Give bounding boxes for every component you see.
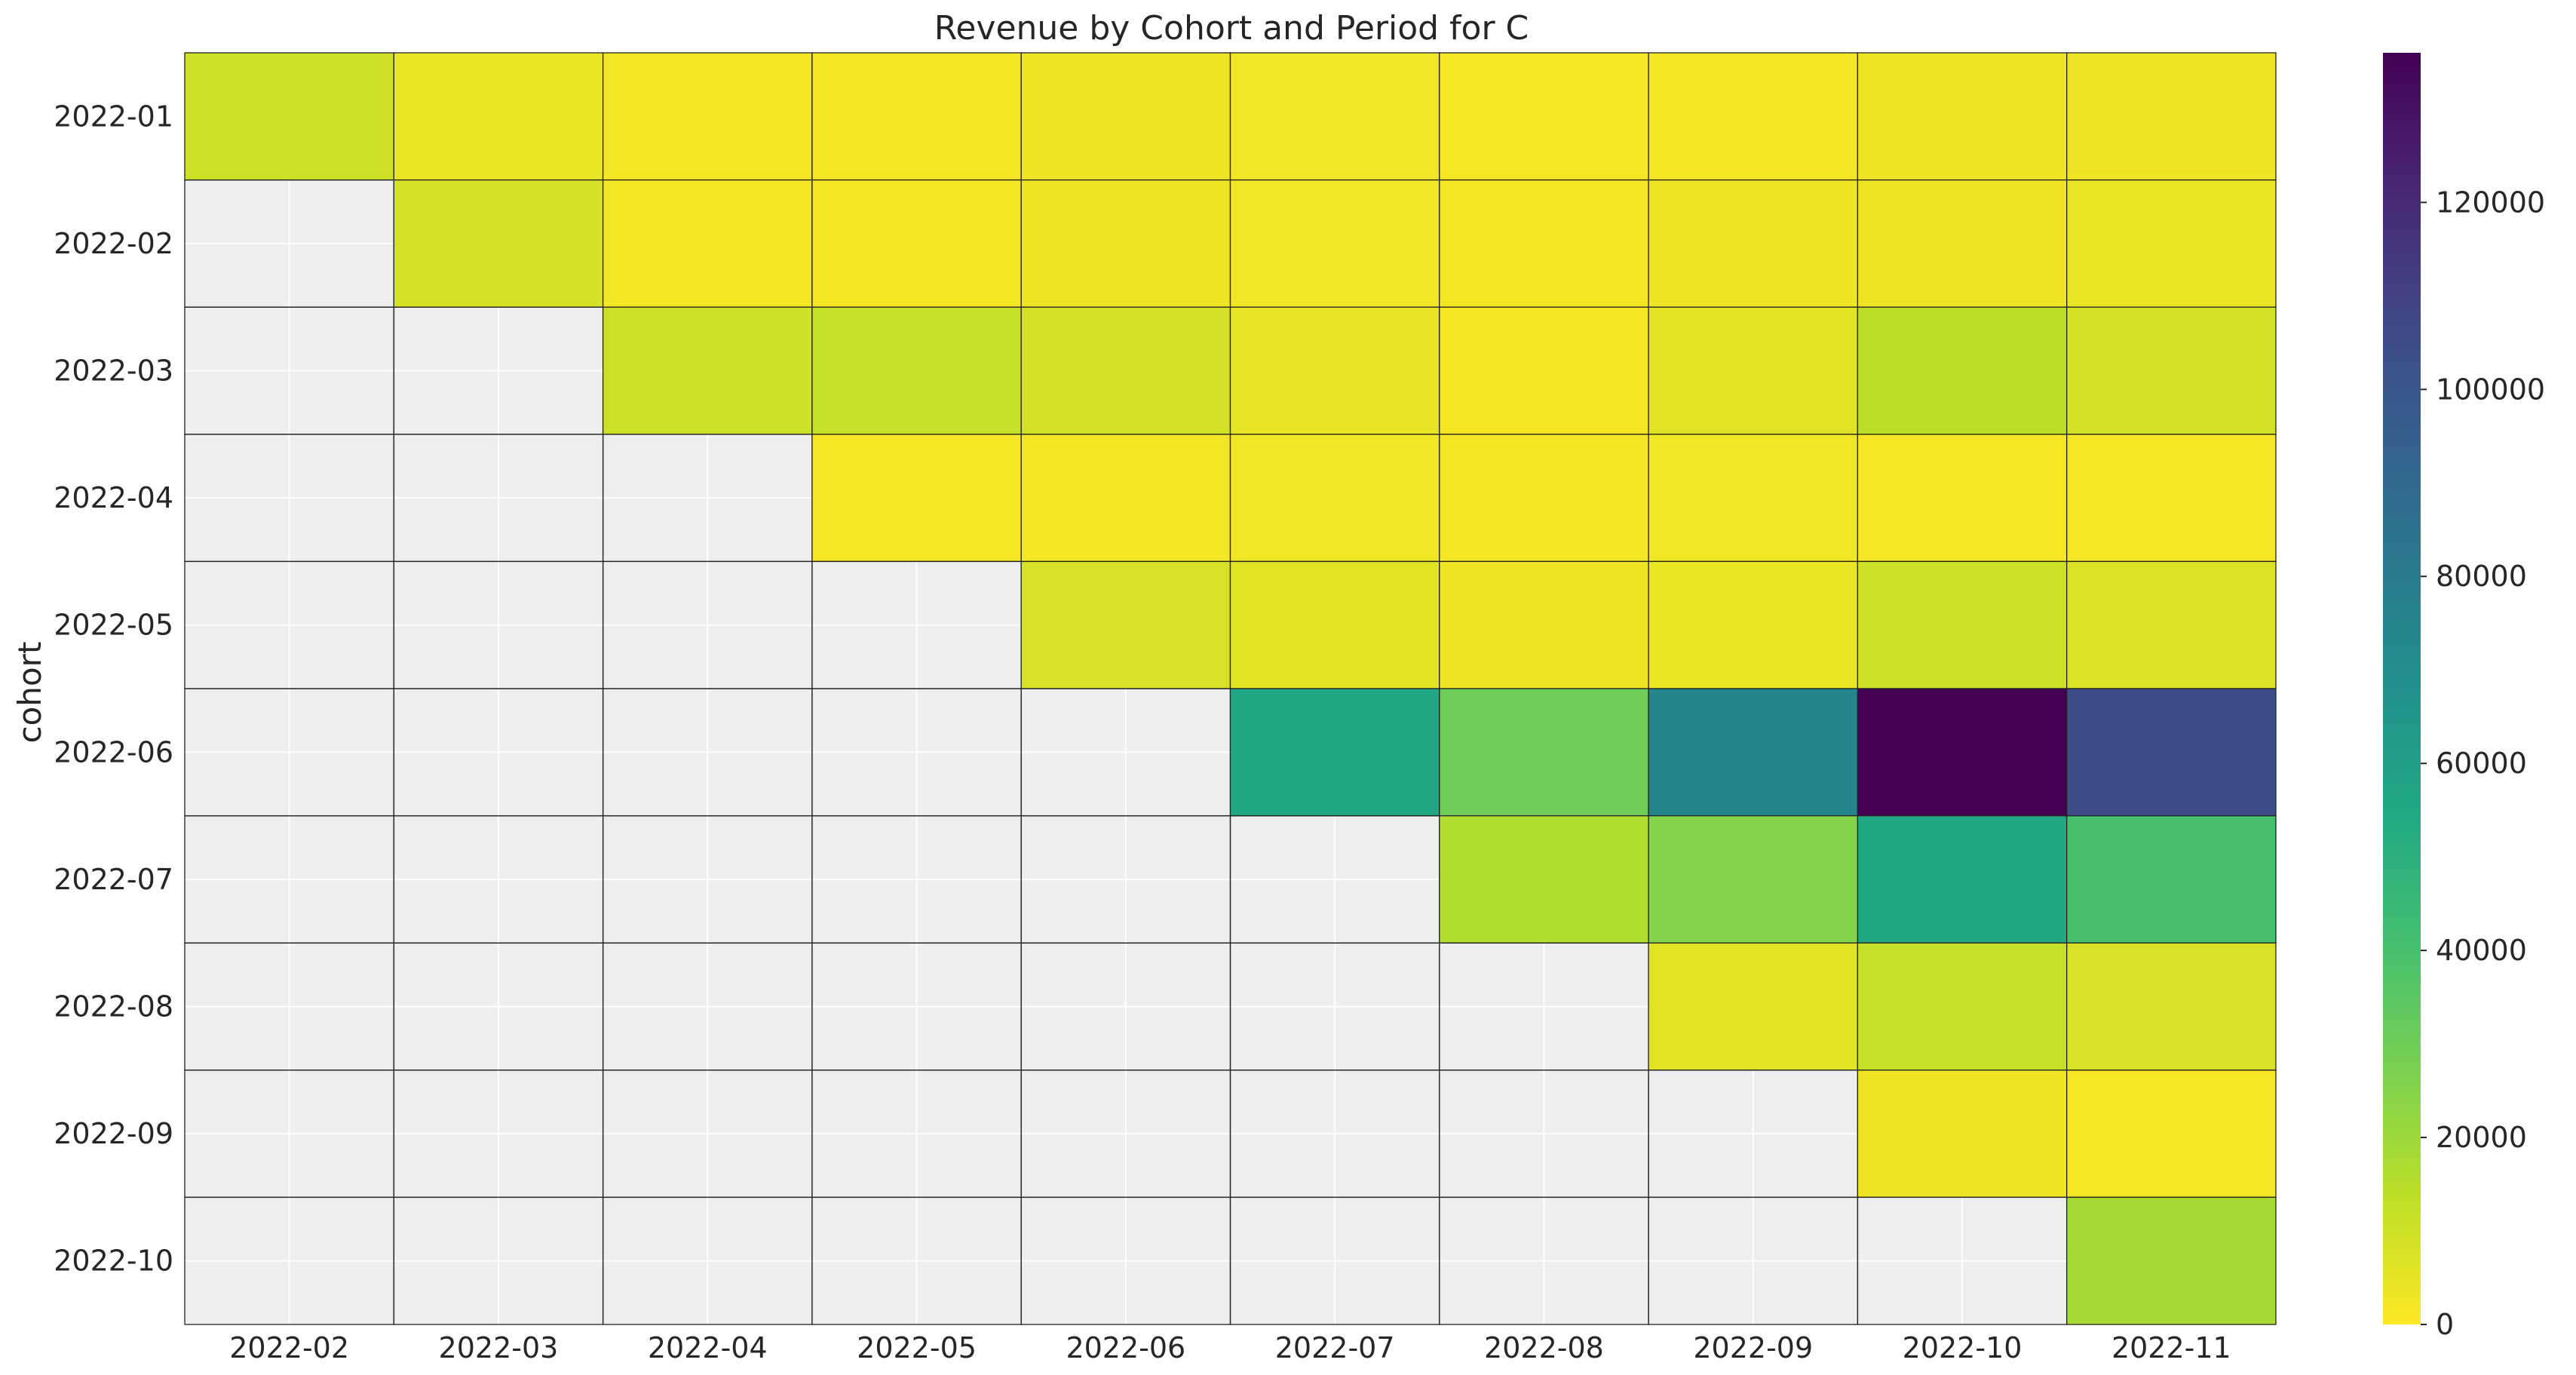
heatmap-cell [602, 52, 813, 181]
colorbar-tick-label: 20000 [2436, 1121, 2527, 1154]
heatmap-cell [602, 179, 813, 308]
colorbar-tick-label: 100000 [2436, 373, 2545, 406]
heatmap-cell [1648, 52, 1859, 181]
heatmap-cell [1229, 688, 1440, 817]
heatmap-cell [1020, 434, 1231, 563]
heatmap-cell [1439, 688, 1649, 817]
chart-title: Revenue by Cohort and Period for C [934, 9, 1529, 48]
heatmap-cell [1857, 52, 2068, 181]
heatmap-cell [811, 179, 1022, 308]
heatmap-cell [2066, 942, 2277, 1071]
colorbar-gradient [2383, 53, 2421, 1324]
x-tick-label: 2022-05 [857, 1331, 977, 1364]
colorbar-tick-label: 0 [2436, 1308, 2454, 1341]
y-tick-label: 2022-09 [54, 1117, 173, 1150]
heatmap-cell [1857, 179, 2068, 308]
heatmap-cell [1020, 52, 1231, 181]
heatmap-cells [184, 52, 2277, 1325]
heatmap-cell [1857, 306, 2068, 435]
x-tick-label: 2022-08 [1484, 1331, 1604, 1364]
x-tick-label: 2022-04 [648, 1331, 768, 1364]
y-tick-labels: 2022-01 2022-02 2022-03 2022-04 2022-05 2022-… [54, 100, 173, 1277]
heatmap-cell [1229, 434, 1440, 563]
heatmap-cell [1857, 942, 2068, 1071]
colorbar-tick-label: 40000 [2436, 934, 2527, 967]
x-tick-label: 2022-02 [229, 1331, 349, 1364]
heatmap-cell [1857, 1070, 2068, 1199]
x-tick-label: 2022-03 [439, 1331, 559, 1364]
heatmap-cell [2066, 1070, 2277, 1199]
heatmap-cell [1857, 434, 2068, 563]
x-tick-label: 2022-06 [1066, 1331, 1185, 1364]
y-tick-label: 2022-04 [54, 481, 173, 514]
x-tick-label: 2022-07 [1275, 1331, 1395, 1364]
heatmap-cell [2066, 434, 2277, 563]
x-tick-label: 2022-10 [1903, 1331, 2022, 1364]
heatmap-cell [1857, 560, 2068, 689]
y-tick-label: 2022-03 [54, 354, 173, 388]
heatmap-cell [1648, 688, 1859, 817]
heatmap-cell [1229, 52, 1440, 181]
y-tick-label: 2022-01 [54, 100, 173, 133]
heatmap-cell [1020, 179, 1231, 308]
heatmap-cell [2066, 815, 2277, 944]
heatmap-cell [1648, 560, 1859, 689]
heatmap-cell [1857, 688, 2068, 817]
heatmap-cell [1020, 306, 1231, 435]
colorbar: 0 20000 40000 60000 80000 100000 120000 [2383, 53, 2545, 1341]
heatmap-cell [1229, 179, 1440, 308]
y-tick-label: 2022-05 [54, 609, 173, 642]
heatmap-cell [1648, 306, 1859, 435]
x-tick-label: 2022-11 [2111, 1331, 2231, 1364]
heatmap-cell [1648, 815, 1859, 944]
heatmap-cell [2066, 560, 2277, 689]
heatmap-cell [2066, 179, 2277, 308]
heatmap-cell [184, 52, 394, 181]
heatmap-cell [811, 306, 1022, 435]
colorbar-tick-label: 60000 [2436, 747, 2527, 780]
y-tick-label: 2022-07 [54, 863, 173, 896]
x-tick-labels: 2022-02 2022-03 2022-04 2022-05 2022-06 2022-… [229, 1331, 2231, 1364]
heatmap-cell [811, 434, 1022, 563]
heatmap-cell [1020, 560, 1231, 689]
heatmap-cell [393, 52, 604, 181]
heatmap-cell [1439, 179, 1649, 308]
heatmap-cell [2066, 52, 2277, 181]
heatmap-cell [1229, 560, 1440, 689]
heatmap-cell [393, 179, 604, 308]
heatmap-cell [2066, 1196, 2277, 1325]
y-tick-label: 2022-08 [54, 990, 173, 1024]
heatmap-cell [1648, 434, 1859, 563]
x-tick-label: 2022-09 [1693, 1331, 1813, 1364]
y-axis-label: cohort [11, 642, 48, 744]
heatmap-cell [1439, 52, 1649, 181]
heatmap-cell [1439, 560, 1649, 689]
heatmap-cell [1439, 815, 1649, 944]
heatmap-cell [1229, 306, 1440, 435]
heatmap-cell [2066, 688, 2277, 817]
heatmap-cell [602, 306, 813, 435]
heatmap-cell [1439, 306, 1649, 435]
y-tick-label: 2022-02 [54, 227, 173, 260]
y-tick-label: 2022-06 [54, 735, 173, 769]
heatmap-cell [811, 52, 1022, 181]
heatmap-cell [2066, 306, 2277, 435]
heatmap-cell [1648, 179, 1859, 308]
heatmap-cell [1439, 434, 1649, 563]
colorbar-tick-label: 80000 [2436, 560, 2527, 593]
heatmap-cell [1648, 942, 1859, 1071]
colorbar-tick-label: 120000 [2436, 186, 2545, 219]
y-tick-label: 2022-10 [54, 1245, 173, 1278]
heatmap-cell [1857, 815, 2068, 944]
